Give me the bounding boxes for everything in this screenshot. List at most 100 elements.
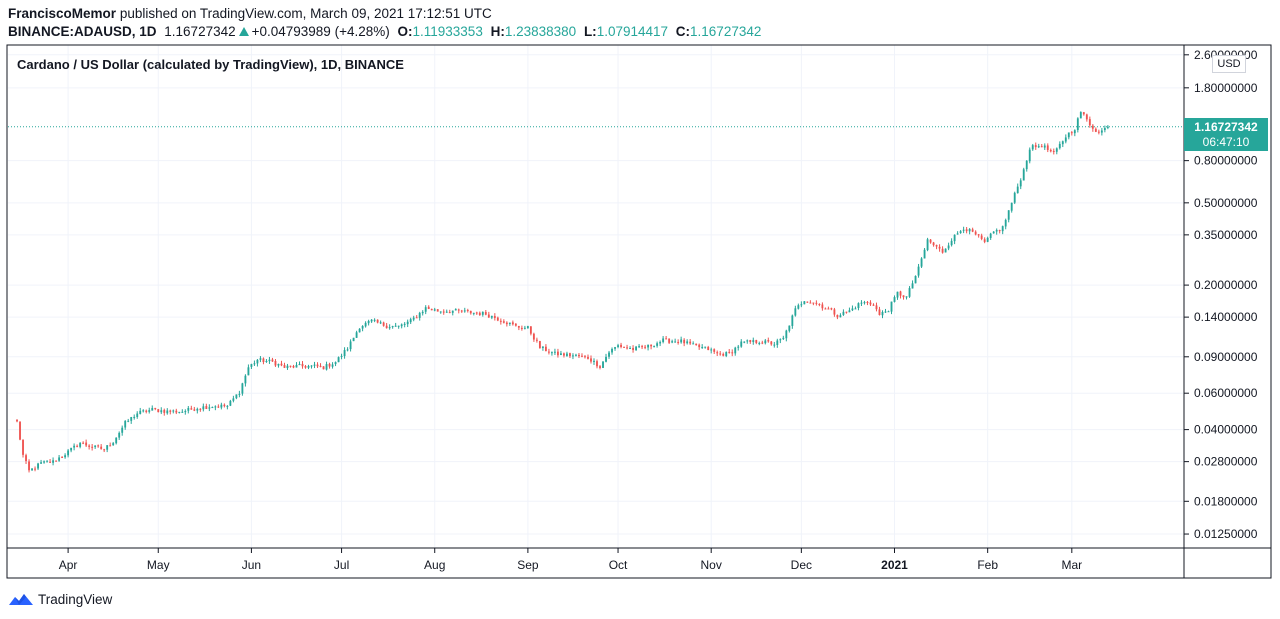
- candle: [842, 309, 845, 316]
- candle-body: [544, 346, 547, 352]
- candle-body: [995, 229, 998, 232]
- candle: [764, 338, 767, 345]
- candle: [1031, 143, 1034, 151]
- candle-body: [902, 295, 905, 298]
- candle: [478, 311, 481, 316]
- candle-body: [692, 343, 695, 345]
- candle: [100, 444, 103, 450]
- candle-body: [713, 349, 716, 352]
- candle: [469, 310, 472, 315]
- x-tick-label: Apr: [59, 558, 78, 572]
- candle: [97, 444, 100, 448]
- candle: [1103, 125, 1106, 133]
- candle: [424, 305, 427, 315]
- candle: [1082, 111, 1085, 116]
- low-label: L:: [583, 24, 597, 39]
- candle-body: [1067, 132, 1070, 138]
- candle-body: [842, 311, 845, 315]
- candle-body: [974, 231, 977, 235]
- candle-body: [896, 291, 899, 298]
- candle: [151, 405, 154, 411]
- candle: [857, 302, 860, 311]
- candle: [665, 335, 668, 340]
- candle-body: [496, 317, 499, 321]
- candle-body: [55, 460, 58, 462]
- candle: [22, 439, 24, 458]
- candle: [743, 341, 746, 344]
- candle: [313, 361, 316, 369]
- candle: [520, 325, 523, 331]
- candle-body: [770, 341, 773, 345]
- candle: [644, 344, 647, 350]
- candle-body: [481, 311, 484, 315]
- candle-body: [46, 461, 48, 463]
- candle: [94, 445, 97, 449]
- candle: [85, 439, 88, 448]
- candle-body: [370, 319, 373, 322]
- candle: [187, 406, 190, 414]
- candle-body: [731, 352, 734, 354]
- candle-body: [932, 242, 935, 246]
- candle-body: [514, 323, 517, 326]
- candle: [430, 308, 433, 311]
- candle-body: [379, 322, 382, 324]
- candle: [692, 341, 695, 345]
- candle-body: [707, 347, 710, 351]
- candle-body: [352, 337, 355, 342]
- candle: [737, 344, 740, 351]
- candle-body: [499, 320, 502, 322]
- candle: [106, 445, 109, 453]
- candle: [899, 290, 902, 299]
- candle-body: [815, 302, 818, 304]
- candle-body: [899, 291, 902, 296]
- candle: [229, 399, 232, 407]
- candle-body: [623, 346, 625, 348]
- candle: [668, 338, 671, 344]
- candle-body: [253, 363, 256, 365]
- candle-body: [584, 356, 586, 358]
- candle: [160, 407, 163, 415]
- candle-body: [908, 288, 911, 297]
- candle: [331, 362, 334, 369]
- author-name[interactable]: FranciscoMemor: [8, 6, 117, 21]
- candle: [214, 405, 217, 411]
- candle: [578, 352, 580, 359]
- footer-brand[interactable]: TradingView: [8, 591, 112, 607]
- candle: [49, 458, 52, 464]
- candle: [505, 321, 508, 327]
- low-value: 1.07914417: [596, 24, 669, 39]
- candle-body: [1103, 128, 1106, 131]
- candle: [569, 352, 571, 359]
- candle: [127, 418, 130, 423]
- candle: [965, 226, 968, 234]
- candle: [896, 291, 899, 300]
- candle-body: [599, 366, 601, 368]
- candle: [776, 338, 779, 348]
- price-change: +0.04793989 (+4.28%): [251, 24, 390, 39]
- candle: [529, 326, 532, 336]
- candle: [809, 300, 812, 304]
- currency-badge[interactable]: USD: [1212, 55, 1246, 73]
- candle-body: [755, 340, 758, 343]
- candle-body: [58, 457, 61, 461]
- candle-body: [181, 411, 184, 413]
- candle: [1001, 225, 1004, 235]
- candle-body: [469, 311, 472, 314]
- candle: [40, 459, 42, 464]
- candle-body: [938, 246, 941, 249]
- candle-body: [52, 460, 55, 463]
- candle-body: [758, 342, 761, 344]
- candle-body: [968, 229, 971, 232]
- candle-body: [448, 312, 451, 314]
- candle: [830, 307, 833, 311]
- candle-body: [313, 364, 316, 366]
- candle: [76, 444, 79, 448]
- candle: [983, 237, 986, 244]
- candle-body: [1052, 150, 1055, 153]
- candle: [647, 344, 650, 351]
- candle: [445, 309, 448, 313]
- candle-body: [292, 366, 295, 368]
- candle: [1007, 210, 1010, 223]
- candle: [409, 317, 412, 324]
